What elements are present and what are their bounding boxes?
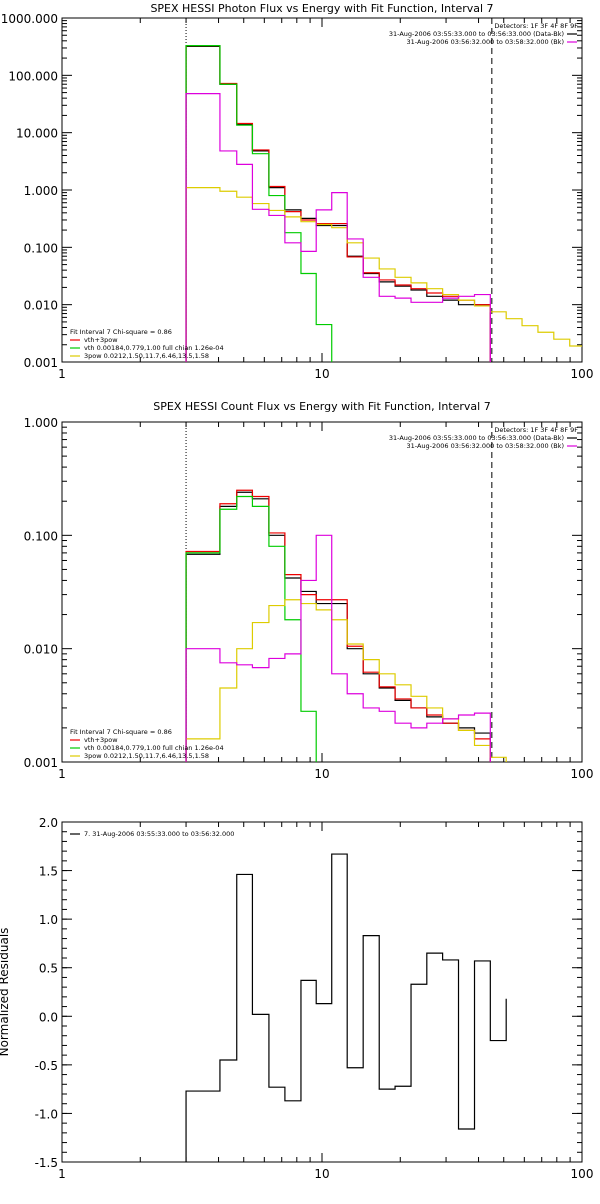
y-tick-label: 10.000	[16, 127, 58, 141]
series-line-1	[185, 45, 491, 362]
y-tick-label: -1.5	[35, 1156, 58, 1170]
plot-frame	[61, 17, 583, 363]
series-group	[185, 853, 507, 1162]
y-tick-label: 0.100	[24, 241, 58, 255]
y-tick-label: -1.0	[35, 1107, 58, 1121]
y-tick-label: 1.0	[39, 913, 58, 927]
info-line: Detectors: 1F 3F 4F 8F 9F	[494, 426, 578, 434]
chart-panel-3: Normalized Residuals 1 10 100 -1.5 -1.0 -0.5 0.…	[0, 816, 593, 1181]
series-line-3	[185, 45, 348, 362]
chart-panel-2: SPEX HESSI Count Flux vs Energy with Fit…	[24, 400, 594, 781]
series-line-2	[185, 489, 491, 762]
x-tick-label: 1	[58, 767, 66, 781]
series-line-1	[185, 853, 507, 1162]
y-tick-label: 0.5	[39, 962, 58, 976]
legend-entry: 3pow 0.0212,1.50,11.7,6.46,13.5,1.58	[84, 352, 209, 360]
y-tick-label: 2.0	[39, 816, 58, 830]
legend-entry: 3pow 0.0212,1.50,11.7,6.46,13.5,1.58	[84, 752, 209, 760]
series-line-5	[185, 93, 491, 362]
y-axis-label: Normalized Residuals	[0, 928, 11, 1057]
series-group	[185, 45, 582, 362]
chart-title: SPEX HESSI Photon Flux vs Energy with Fi…	[150, 2, 493, 15]
x-tick-label: 10	[314, 367, 329, 381]
info-line: 31-Aug-2006 03:55:33.000 to 03:56:33.000…	[389, 30, 564, 38]
series-line-2	[185, 45, 491, 362]
x-tick-label: 1	[58, 1167, 66, 1181]
plot-frame	[61, 421, 583, 763]
series-line-5	[185, 534, 491, 762]
y-tick-label: 0.001	[24, 756, 58, 770]
x-tick-label: 10	[314, 767, 329, 781]
legend-entry: Fit Interval 7 Chi-square = 0.86	[70, 328, 172, 336]
series-line-4	[185, 599, 523, 762]
y-tick-label: 1.000	[24, 416, 58, 430]
y-tick-label: 100.000	[8, 69, 58, 83]
y-tick-label: 0.001	[24, 356, 58, 370]
legend-entry: vth 0.00184,0.779,1.00 full chian 1.26e-…	[84, 344, 224, 352]
legend-entry: vth+3pow	[84, 736, 118, 744]
x-tick-label: 100	[571, 367, 594, 381]
series-line-1	[185, 491, 491, 762]
y-tick-label: 0.100	[24, 529, 58, 543]
series-line-4	[185, 187, 582, 362]
x-tick-label: 10	[314, 1167, 329, 1181]
legend-entry: vth+3pow	[84, 336, 118, 344]
y-tick-label: 1000.000	[1, 12, 58, 26]
y-tick-label: -0.5	[35, 1059, 58, 1073]
x-tick-label: 1	[58, 367, 66, 381]
y-tick-label: 1.000	[24, 184, 58, 198]
legend-entry: 7. 31-Aug-2006 03:55:33.000 to 03:56:32.…	[84, 830, 234, 838]
legend-entry: vth 0.00184,0.779,1.00 full chian 1.26e-…	[84, 744, 224, 752]
plot-frame	[61, 821, 583, 1163]
x-tick-label: 100	[571, 1167, 594, 1181]
y-tick-label: 0.010	[24, 299, 58, 313]
legend-entry: Fit Interval 7 Chi-square = 0.86	[70, 728, 172, 736]
series-line-3	[185, 495, 333, 762]
series-group	[185, 489, 523, 762]
info-line: 31-Aug-2006 03:55:33.000 to 03:56:33.000…	[389, 434, 564, 442]
chart-title: SPEX HESSI Count Flux vs Energy with Fit…	[153, 400, 490, 413]
y-tick-label: 1.5	[39, 865, 58, 879]
x-tick-label: 100	[571, 767, 594, 781]
y-tick-label: 0.0	[39, 1010, 58, 1024]
y-tick-label: 0.010	[24, 643, 58, 657]
info-line: 31-Aug-2006 03:56:32.000 to 03:58:32.000…	[407, 38, 564, 46]
info-line: Detectors: 1F 3F 4F 8F 9F	[494, 22, 578, 30]
chart-panel-1: SPEX HESSI Photon Flux vs Energy with Fi…	[1, 2, 594, 381]
info-line: 31-Aug-2006 03:56:32.000 to 03:58:32.000…	[407, 442, 564, 450]
